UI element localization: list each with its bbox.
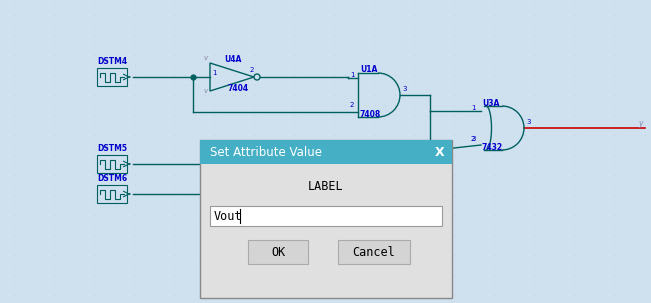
Text: v: v (204, 88, 208, 94)
Text: Cancel: Cancel (353, 245, 395, 258)
Text: 2: 2 (471, 136, 475, 142)
Text: 7404: 7404 (227, 84, 248, 93)
FancyBboxPatch shape (200, 140, 452, 164)
Text: 2: 2 (350, 102, 354, 108)
Text: DSTM4: DSTM4 (97, 57, 127, 66)
Text: 3: 3 (471, 136, 475, 142)
Text: Vout: Vout (214, 209, 243, 222)
Text: DSTM6: DSTM6 (97, 174, 127, 183)
Text: 7408: 7408 (360, 110, 381, 119)
Text: 3: 3 (526, 119, 531, 125)
Text: 1: 1 (471, 105, 475, 111)
FancyBboxPatch shape (248, 240, 308, 264)
Text: LABEL: LABEL (308, 179, 344, 192)
Text: U1A: U1A (360, 65, 378, 74)
Text: U4A: U4A (224, 55, 242, 64)
Text: v: v (204, 55, 208, 61)
Text: X: X (435, 145, 445, 158)
FancyBboxPatch shape (338, 240, 410, 264)
Text: y: y (638, 119, 643, 128)
Text: 1: 1 (350, 72, 355, 78)
Text: 7432: 7432 (482, 143, 503, 152)
Text: 1: 1 (212, 70, 217, 76)
Text: 2: 2 (250, 67, 255, 73)
Text: U3A: U3A (482, 99, 499, 108)
FancyBboxPatch shape (200, 140, 452, 298)
FancyBboxPatch shape (210, 206, 442, 226)
Text: OK: OK (271, 245, 285, 258)
Text: 3: 3 (402, 86, 406, 92)
Text: DSTM5: DSTM5 (97, 144, 127, 153)
Text: Set Attribute Value: Set Attribute Value (210, 145, 322, 158)
